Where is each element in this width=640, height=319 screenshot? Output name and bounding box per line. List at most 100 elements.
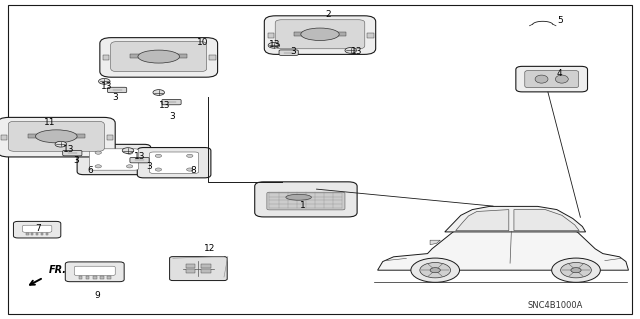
Bar	[131, 54, 140, 58]
FancyBboxPatch shape	[525, 70, 579, 88]
Text: 3: 3	[146, 162, 152, 171]
Text: 13: 13	[351, 47, 362, 56]
Bar	[367, 33, 374, 38]
Circle shape	[153, 90, 164, 95]
Text: 9: 9	[95, 291, 100, 300]
Text: 1: 1	[300, 201, 305, 210]
Text: 5: 5	[557, 16, 563, 25]
Circle shape	[430, 268, 440, 273]
FancyBboxPatch shape	[0, 117, 115, 157]
Text: 13: 13	[101, 82, 113, 91]
Circle shape	[268, 42, 280, 48]
Polygon shape	[430, 240, 440, 245]
FancyBboxPatch shape	[138, 147, 211, 178]
Circle shape	[571, 268, 581, 273]
FancyBboxPatch shape	[255, 182, 357, 217]
FancyBboxPatch shape	[267, 192, 345, 210]
Bar	[186, 264, 195, 268]
Bar	[26, 233, 29, 235]
Circle shape	[187, 168, 193, 171]
Text: 3: 3	[112, 93, 118, 102]
FancyBboxPatch shape	[516, 66, 588, 92]
Text: 6: 6	[87, 166, 93, 175]
Circle shape	[95, 151, 101, 154]
Bar	[202, 270, 211, 273]
Text: 13: 13	[134, 152, 146, 161]
FancyBboxPatch shape	[22, 225, 52, 232]
Ellipse shape	[556, 75, 568, 83]
Circle shape	[122, 148, 134, 153]
FancyBboxPatch shape	[8, 121, 104, 151]
Bar	[294, 32, 303, 36]
Bar	[107, 135, 113, 140]
Text: 3: 3	[74, 156, 79, 165]
Circle shape	[156, 168, 161, 171]
Bar	[45, 233, 48, 235]
Bar	[36, 233, 38, 235]
Bar	[108, 276, 111, 279]
Ellipse shape	[138, 50, 179, 63]
Text: 8: 8	[191, 166, 196, 175]
Bar	[268, 33, 274, 38]
Text: 13: 13	[269, 40, 280, 49]
Text: 3: 3	[290, 47, 296, 56]
Bar	[75, 134, 84, 138]
FancyBboxPatch shape	[279, 50, 298, 56]
Text: 4: 4	[557, 69, 563, 78]
Bar	[186, 270, 195, 273]
Bar	[31, 233, 33, 235]
Bar	[100, 276, 104, 279]
Ellipse shape	[286, 194, 312, 200]
FancyBboxPatch shape	[111, 41, 207, 71]
FancyBboxPatch shape	[65, 262, 124, 282]
Bar	[79, 276, 82, 279]
Bar	[103, 55, 109, 60]
Polygon shape	[456, 210, 509, 231]
FancyBboxPatch shape	[89, 149, 138, 170]
Text: SNC4B1000A: SNC4B1000A	[528, 301, 583, 310]
FancyBboxPatch shape	[108, 87, 127, 93]
Polygon shape	[445, 206, 586, 232]
FancyBboxPatch shape	[100, 38, 218, 77]
Ellipse shape	[301, 28, 339, 41]
Circle shape	[187, 154, 193, 158]
Text: FR.: FR.	[49, 265, 67, 275]
Circle shape	[127, 151, 133, 154]
FancyBboxPatch shape	[13, 221, 61, 238]
Text: 10: 10	[197, 38, 209, 47]
Circle shape	[55, 141, 67, 147]
Ellipse shape	[535, 75, 548, 83]
FancyBboxPatch shape	[150, 152, 198, 174]
Text: 2: 2	[325, 10, 331, 19]
FancyBboxPatch shape	[74, 266, 115, 276]
Bar	[86, 276, 90, 279]
Text: 13: 13	[159, 101, 170, 110]
Bar	[1, 135, 7, 140]
Ellipse shape	[35, 130, 77, 143]
Bar	[209, 55, 216, 60]
Text: 7: 7	[35, 224, 41, 233]
Bar	[337, 32, 346, 36]
Circle shape	[420, 263, 451, 278]
Text: 12: 12	[204, 244, 215, 253]
FancyBboxPatch shape	[130, 158, 149, 163]
FancyBboxPatch shape	[63, 150, 82, 156]
Polygon shape	[378, 222, 628, 270]
Circle shape	[561, 263, 591, 278]
Circle shape	[95, 165, 101, 168]
FancyBboxPatch shape	[264, 16, 376, 54]
Bar	[41, 233, 44, 235]
Bar	[202, 264, 211, 268]
Circle shape	[411, 258, 460, 282]
FancyBboxPatch shape	[162, 99, 181, 105]
Bar	[177, 54, 187, 58]
Text: 11: 11	[44, 118, 55, 127]
Text: 13: 13	[63, 145, 74, 154]
Text: 3: 3	[170, 112, 175, 121]
FancyBboxPatch shape	[275, 20, 365, 49]
Circle shape	[156, 154, 161, 158]
Bar	[28, 134, 38, 138]
Circle shape	[552, 258, 600, 282]
Bar	[93, 276, 97, 279]
Circle shape	[345, 48, 356, 53]
